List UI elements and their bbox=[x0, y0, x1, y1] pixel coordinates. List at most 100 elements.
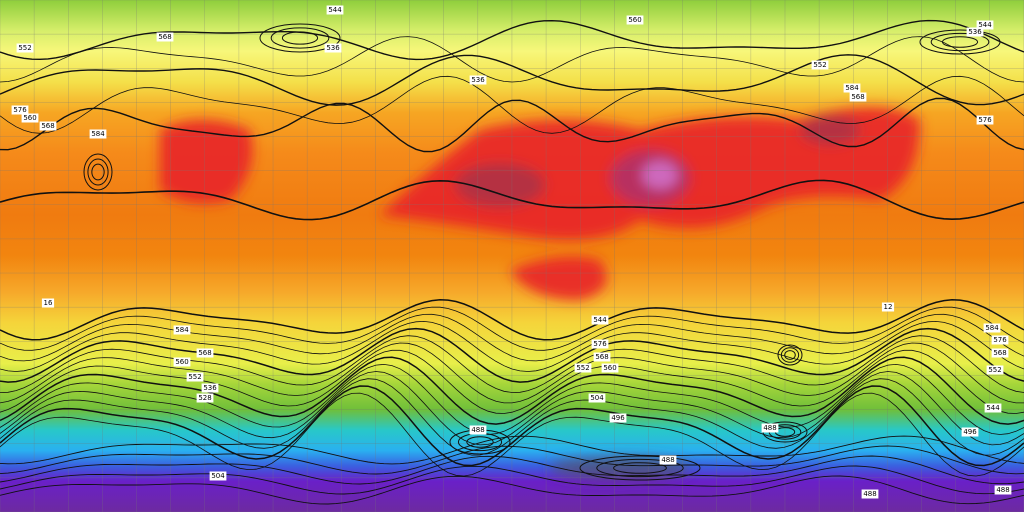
contour-line bbox=[0, 445, 1024, 475]
label-box bbox=[201, 383, 219, 393]
contour-ring bbox=[596, 458, 684, 478]
contour-line bbox=[0, 475, 1024, 505]
label-box bbox=[881, 302, 895, 312]
contour-ring bbox=[777, 344, 803, 366]
contour-label: 528 bbox=[198, 394, 211, 402]
contour-label: 488 bbox=[863, 490, 876, 498]
contour-label: 536 bbox=[326, 44, 340, 52]
contour-line bbox=[0, 299, 1024, 341]
contour-label: 560 bbox=[23, 114, 36, 122]
contour-label: 568 bbox=[595, 353, 608, 361]
contour-label: 568 bbox=[158, 33, 171, 41]
contour-label: 584 bbox=[91, 130, 105, 138]
contour-label: 584 bbox=[985, 324, 999, 332]
contour-line bbox=[0, 19, 1024, 61]
label-box bbox=[984, 403, 1002, 413]
contour-line bbox=[0, 327, 1024, 383]
label-box bbox=[156, 32, 174, 42]
contour-ring bbox=[919, 29, 1001, 55]
contour-line bbox=[0, 97, 1024, 153]
contour-ring bbox=[87, 158, 109, 186]
label-box bbox=[16, 43, 34, 53]
contour-label: 560 bbox=[175, 358, 188, 366]
contour-label: 536 bbox=[471, 76, 485, 84]
contour-label: 488 bbox=[471, 426, 484, 434]
label-box bbox=[574, 363, 592, 373]
contour-label: 12 bbox=[884, 303, 893, 311]
contour-ring bbox=[281, 31, 319, 45]
label-box bbox=[588, 393, 606, 403]
contour-label: 584 bbox=[175, 326, 189, 334]
contour-label: 488 bbox=[996, 486, 1009, 494]
label-box bbox=[11, 105, 29, 115]
contour-labels: 5445605445365525685365365525605685765845… bbox=[11, 5, 1012, 499]
contour-ring bbox=[83, 153, 113, 191]
contour-label: 544 bbox=[328, 6, 342, 14]
contour-label: 560 bbox=[628, 16, 641, 24]
contour-label: 568 bbox=[198, 349, 211, 357]
contour-line bbox=[0, 179, 1024, 221]
contour-ring bbox=[579, 455, 701, 481]
contour-line bbox=[0, 465, 1024, 495]
contour-label: 568 bbox=[993, 349, 1006, 357]
contour-line bbox=[0, 36, 1024, 83]
contour-ring bbox=[784, 350, 796, 360]
label-box bbox=[849, 92, 867, 102]
label-box bbox=[976, 20, 994, 30]
contour-line bbox=[0, 54, 1024, 106]
contour-ring bbox=[259, 23, 341, 53]
contour-label: 584 bbox=[845, 84, 859, 92]
label-box bbox=[991, 335, 1009, 345]
contour-label: 544 bbox=[986, 404, 1000, 412]
contour-ring bbox=[613, 462, 667, 474]
label-box bbox=[966, 27, 984, 37]
contour-line bbox=[0, 75, 1024, 134]
label-box bbox=[186, 372, 204, 382]
label-box bbox=[961, 427, 979, 437]
contour-label: 536 bbox=[203, 384, 217, 392]
height-contours bbox=[0, 19, 1024, 505]
contour-line bbox=[0, 378, 1024, 456]
contour-label: 544 bbox=[593, 316, 607, 324]
contour-label: 504 bbox=[211, 472, 225, 480]
label-box bbox=[986, 365, 1004, 375]
label-box bbox=[861, 489, 879, 499]
label-box bbox=[196, 393, 214, 403]
contour-label: 496 bbox=[963, 428, 977, 436]
contour-line bbox=[0, 371, 1024, 446]
contour-label: 536 bbox=[968, 28, 982, 36]
contour-label: 552 bbox=[988, 366, 1001, 374]
label-box bbox=[843, 83, 861, 93]
contour-line bbox=[0, 356, 1024, 425]
label-box bbox=[324, 43, 342, 53]
contour-line bbox=[0, 435, 1024, 465]
contour-line bbox=[0, 335, 1024, 393]
contour-label: 568 bbox=[41, 122, 54, 130]
label-box bbox=[601, 363, 619, 373]
contour-label: 576 bbox=[593, 340, 607, 348]
label-box bbox=[196, 348, 214, 358]
label-box bbox=[173, 357, 191, 367]
contour-label: 568 bbox=[851, 93, 864, 101]
label-box bbox=[21, 113, 39, 123]
contour-line bbox=[0, 342, 1024, 404]
label-box bbox=[811, 60, 829, 70]
contour-label: 544 bbox=[978, 21, 992, 29]
label-box bbox=[469, 425, 487, 435]
contour-line bbox=[0, 363, 1024, 435]
label-box bbox=[983, 323, 1001, 333]
contour-ring bbox=[941, 36, 979, 48]
contour-label: 552 bbox=[188, 373, 201, 381]
label-box bbox=[609, 413, 627, 423]
contour-ring bbox=[466, 436, 494, 448]
label-box bbox=[976, 115, 994, 125]
contour-line bbox=[0, 313, 1024, 362]
contour-label: 576 bbox=[993, 336, 1007, 344]
contour-line bbox=[0, 385, 1024, 467]
contour-line bbox=[0, 306, 1024, 351]
contour-line bbox=[0, 455, 1024, 485]
label-box bbox=[173, 325, 191, 335]
label-box bbox=[89, 129, 107, 139]
